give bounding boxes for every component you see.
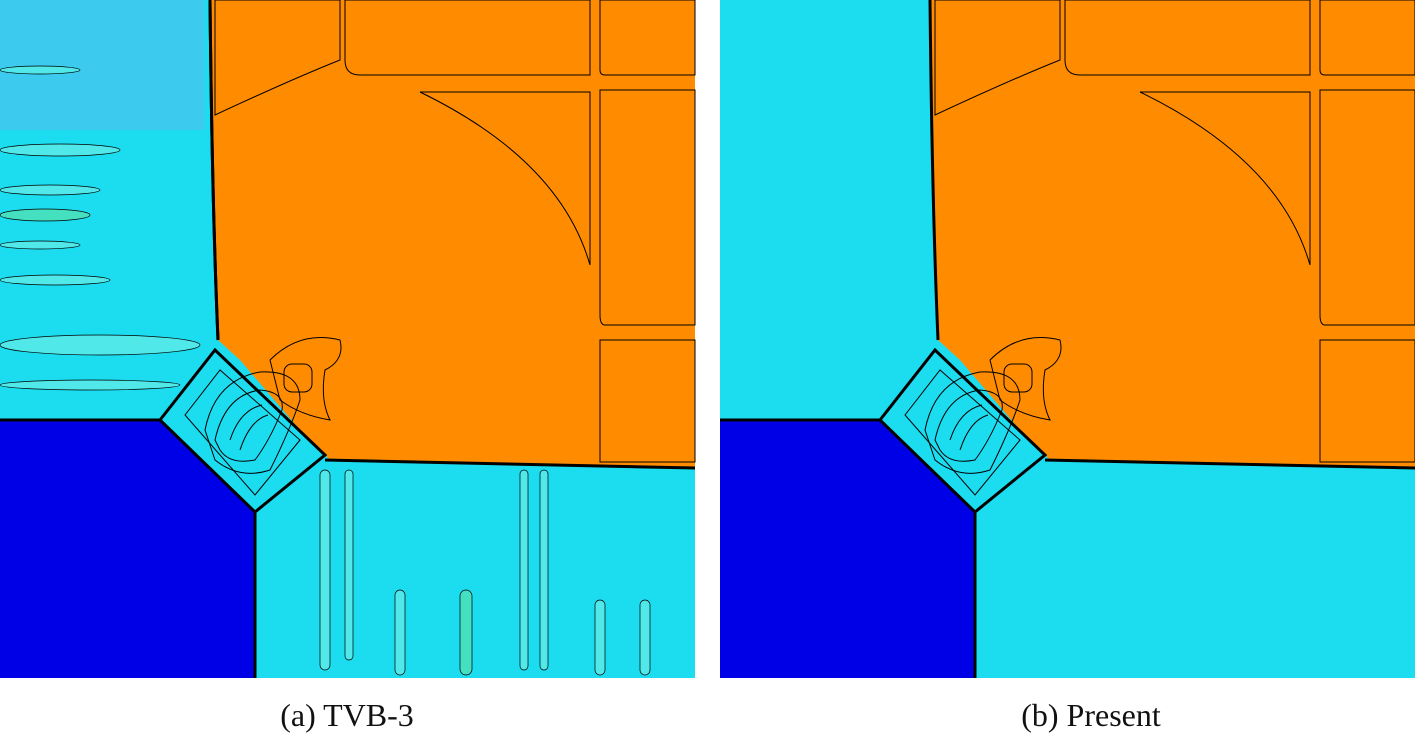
caption: (a) TVB-3 [280, 697, 414, 733]
panel-a [0, 0, 697, 680]
caption: (b) Present [1021, 697, 1161, 733]
panel-b [718, 0, 1415, 680]
